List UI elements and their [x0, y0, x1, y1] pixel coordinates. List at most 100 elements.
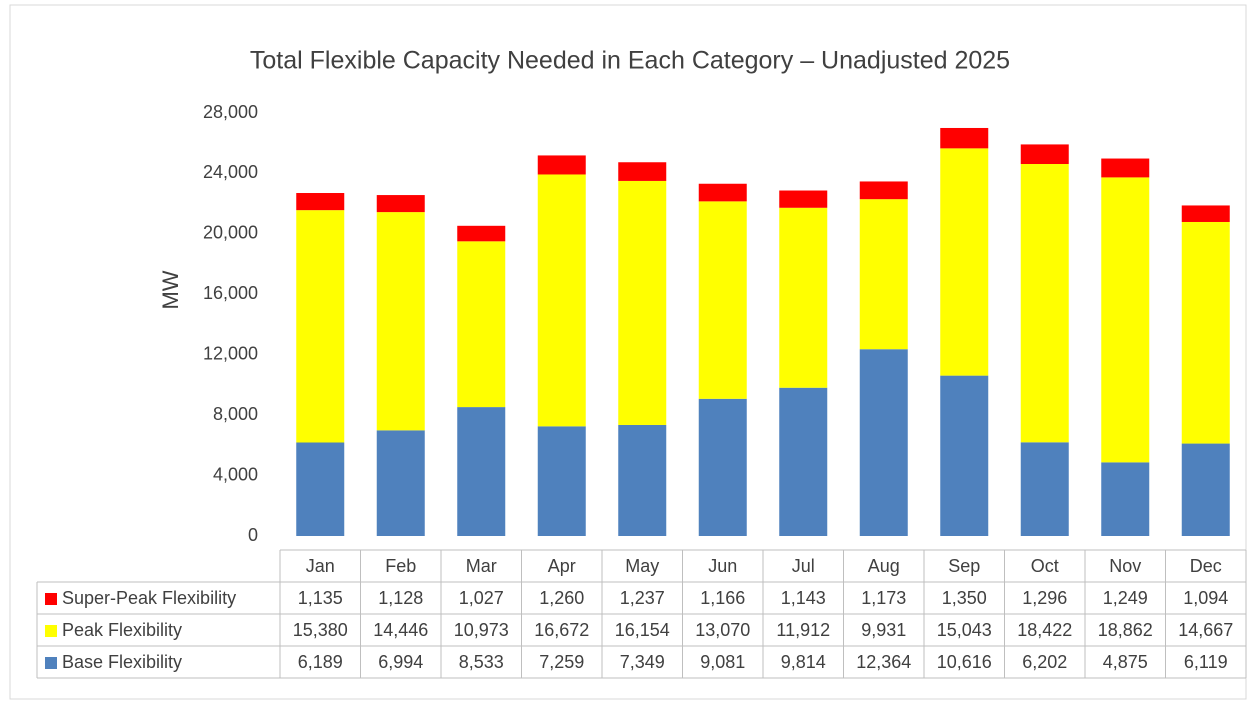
bar [296, 210, 345, 443]
table-value: 9,814 [781, 652, 826, 672]
bar [457, 407, 506, 536]
bar [1101, 177, 1150, 463]
bar [1020, 164, 1069, 443]
table-value: 1,027 [459, 588, 504, 608]
bar [537, 174, 586, 427]
bar [779, 387, 828, 536]
legend-key [45, 593, 57, 605]
bar [618, 180, 667, 425]
bar [1101, 158, 1150, 178]
y-tick-label: 16,000 [203, 283, 258, 303]
y-tick-label: 12,000 [203, 343, 258, 363]
legend-key [45, 625, 57, 637]
table-value: 6,189 [298, 652, 343, 672]
chart-title: Total Flexible Capacity Needed in Each C… [250, 47, 1010, 75]
x-tick-label: Oct [1031, 556, 1059, 576]
table-value: 1,094 [1183, 588, 1228, 608]
legend-label: Super-Peak Flexibility [62, 588, 236, 608]
bar [1101, 462, 1150, 536]
table-value: 16,154 [615, 620, 670, 640]
bar [698, 398, 747, 536]
bar [1020, 144, 1069, 165]
table-value: 7,349 [620, 652, 665, 672]
bar [698, 201, 747, 399]
table-value: 12,364 [856, 652, 911, 672]
bar [1181, 221, 1230, 444]
bar [296, 442, 345, 536]
table-value: 10,616 [937, 652, 992, 672]
table-value: 1,350 [942, 588, 987, 608]
table-value: 1,166 [700, 588, 745, 608]
table-value: 14,446 [373, 620, 428, 640]
x-tick-label: Feb [385, 556, 416, 576]
bar [1020, 442, 1069, 536]
bar [376, 430, 425, 536]
y-tick-label: 20,000 [203, 223, 258, 243]
bar [1181, 443, 1230, 536]
bar [940, 127, 989, 149]
x-tick-label: Sep [948, 556, 980, 576]
y-tick-label: 8,000 [213, 404, 258, 424]
table-value: 9,931 [861, 620, 906, 640]
chart-border [9, 4, 1247, 700]
bar [376, 212, 425, 431]
x-tick-label: May [625, 556, 659, 576]
table-value: 18,422 [1017, 620, 1072, 640]
table-value: 11,912 [776, 620, 830, 640]
table-value: 1,143 [781, 588, 826, 608]
bar [940, 148, 989, 376]
bar [859, 349, 908, 536]
table-value: 6,994 [378, 652, 423, 672]
table-value: 15,380 [293, 620, 348, 640]
table-value: 15,043 [937, 620, 992, 640]
bar [859, 199, 908, 350]
bar [376, 195, 425, 213]
y-tick-label: 4,000 [213, 464, 258, 484]
x-tick-label: Apr [548, 556, 576, 576]
table-value: 1,173 [861, 588, 906, 608]
table-value: 10,973 [454, 620, 509, 640]
table-value: 14,667 [1178, 620, 1233, 640]
y-tick-label: 28,000 [203, 102, 258, 122]
bar [296, 193, 345, 211]
legend-label: Peak Flexibility [62, 620, 182, 640]
bar [457, 241, 506, 408]
table-value: 4,875 [1103, 652, 1148, 672]
table-value: 6,202 [1022, 652, 1067, 672]
bar [537, 426, 586, 536]
table-value: 13,070 [695, 620, 750, 640]
table-value: 16,672 [534, 620, 589, 640]
y-axis-label: MW [158, 270, 183, 309]
table-value: 1,135 [298, 588, 343, 608]
x-tick-label: Dec [1190, 556, 1222, 576]
table-value: 1,128 [378, 588, 423, 608]
y-tick-label: 24,000 [203, 162, 258, 182]
table-value: 6,119 [1184, 652, 1228, 672]
y-tick-label: 0 [248, 525, 258, 545]
table-value: 9,081 [700, 652, 745, 672]
x-tick-label: Mar [466, 556, 497, 576]
bar [618, 424, 667, 536]
legend-label: Base Flexibility [62, 652, 182, 672]
bar [779, 190, 828, 208]
table-value: 7,259 [539, 652, 584, 672]
x-tick-label: Nov [1109, 556, 1141, 576]
x-tick-label: Aug [868, 556, 900, 576]
bar [940, 375, 989, 536]
table-value: 18,862 [1098, 620, 1153, 640]
bar [698, 183, 747, 202]
bar [457, 225, 506, 242]
table-value: 1,249 [1103, 588, 1148, 608]
table-value: 1,237 [620, 588, 665, 608]
table-value: 1,260 [539, 588, 584, 608]
x-tick-label: Jul [792, 556, 815, 576]
bar [1181, 205, 1230, 222]
bar [618, 162, 667, 181]
bar [859, 181, 908, 200]
legend-key [45, 657, 57, 669]
bar [779, 207, 828, 388]
x-tick-label: Jun [708, 556, 737, 576]
x-tick-label: Jan [306, 556, 335, 576]
